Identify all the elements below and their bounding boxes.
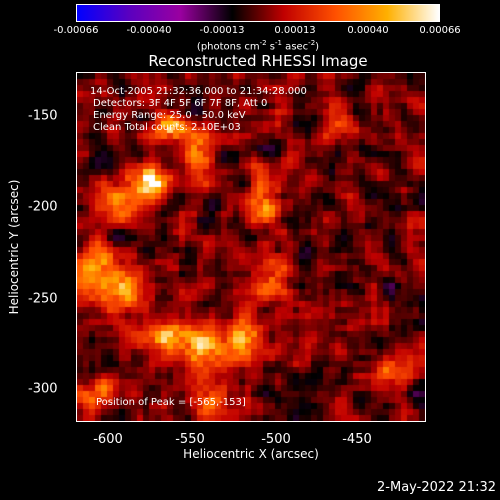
x-tick-label: -550 xyxy=(175,432,205,447)
heatmap-image xyxy=(77,73,425,421)
info-detectors: Detectors: 3F 4F 5F 6F 7F 8F, Att 0 xyxy=(93,98,268,109)
colorbar-tick: 0.00066 xyxy=(419,25,461,36)
colorbar-tick: -0.00066 xyxy=(53,25,99,36)
x-tick-label: -450 xyxy=(342,432,372,447)
peak-position-label: Position of Peak = [-565,-153] xyxy=(96,397,246,408)
render-timestamp: 2-May-2022 21:32 xyxy=(377,480,496,495)
y-axis-label: Heliocentric Y (arcsec) xyxy=(7,179,21,315)
x-tick-label: -500 xyxy=(261,432,291,447)
colorbar-tick: -0.00013 xyxy=(199,25,245,36)
colorbar xyxy=(76,4,440,22)
info-clean-counts: Clean Total counts: 2.10E+03 xyxy=(93,122,241,133)
colorbar-tick: -0.00040 xyxy=(126,25,172,36)
y-tick-label: -300 xyxy=(28,381,58,397)
y-tick-label: -200 xyxy=(28,199,58,215)
chart-title: Reconstructed RHESSI Image xyxy=(148,52,368,70)
colorbar-tick: 0.00040 xyxy=(347,25,389,36)
info-energy-range: Energy Range: 25.0 - 50.0 keV xyxy=(93,110,246,121)
plot-frame xyxy=(76,72,426,422)
colorbar-units: (photons cm-2 s-1 asec-2) xyxy=(196,39,320,53)
x-axis-label: Heliocentric X (arcsec) xyxy=(183,447,319,461)
x-tick-label: -600 xyxy=(93,432,123,447)
y-tick-label: -150 xyxy=(28,108,58,124)
colorbar-tick: 0.00013 xyxy=(274,25,316,36)
y-tick-label: -250 xyxy=(28,291,58,307)
info-time-range: 14-Oct-2005 21:32:36.000 to 21:34:28.000 xyxy=(90,86,307,97)
